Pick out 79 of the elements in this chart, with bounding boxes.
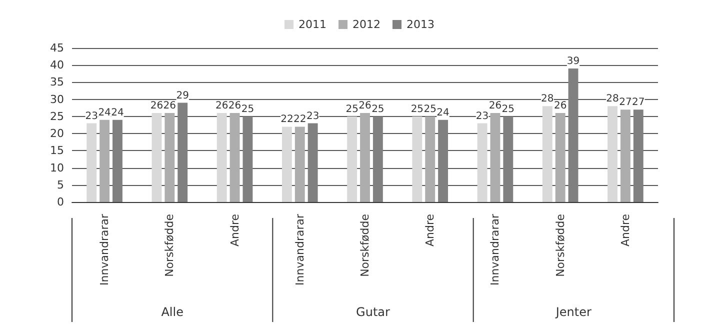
bar [360, 113, 370, 202]
bar [568, 68, 578, 202]
x-tick-label: Innvandrarar [488, 214, 502, 286]
x-tick-label: Innvandrarar [293, 214, 306, 286]
data-label: 27 [619, 97, 632, 108]
bar [608, 106, 618, 202]
bar [412, 116, 422, 202]
y-tick-label: 30 [50, 92, 64, 106]
data-label: 23 [85, 110, 98, 122]
data-label: 23 [476, 110, 489, 122]
data-label: 26 [554, 100, 567, 112]
y-tick-label: 45 [50, 42, 64, 54]
bar [178, 102, 188, 202]
bar [152, 113, 162, 202]
bar [477, 123, 488, 202]
y-tick-label: 0 [57, 196, 64, 208]
data-label: 24 [111, 107, 124, 118]
bar [282, 126, 292, 202]
data-label: 26 [228, 100, 242, 112]
x-tick-label: Andre [424, 214, 437, 247]
data-label: 25 [424, 104, 436, 115]
x-tick-label: Andre [618, 214, 632, 247]
bar [503, 116, 514, 202]
y-tick-label: 15 [50, 144, 64, 158]
data-label: 25 [346, 104, 358, 115]
data-label: 29 [176, 90, 189, 102]
bar [372, 116, 383, 202]
data-label: 23 [306, 110, 320, 122]
data-label: 26 [163, 100, 176, 112]
data-label: 25 [372, 104, 384, 115]
bar [242, 116, 253, 202]
data-label: 25 [410, 104, 424, 115]
text: Alle [161, 305, 184, 319]
bar [555, 113, 566, 202]
x-tick-label: Norskfødde [358, 214, 372, 277]
x-tick-label: Norskfødde [163, 214, 176, 277]
legend-label: 2013 [406, 18, 434, 31]
data-label: 26 [150, 100, 164, 112]
data-label: 39 [566, 56, 580, 68]
data-label: 26 [358, 100, 372, 112]
legend-label: 2011 [298, 18, 327, 31]
bar [347, 116, 358, 202]
bar [112, 120, 122, 202]
bar [308, 123, 318, 202]
data-label: 24 [436, 107, 450, 118]
bar [633, 110, 644, 202]
data-label: 25 [502, 104, 515, 115]
data-label: 24 [98, 107, 111, 118]
data-label: 28 [606, 94, 619, 105]
bar [542, 106, 552, 202]
bar [490, 113, 500, 202]
legend-label: 2012 [352, 18, 381, 31]
y-tick-label: 35 [50, 76, 64, 89]
y-tick-label: 10 [50, 161, 64, 174]
bar [100, 120, 110, 202]
data-label: 26 [488, 100, 502, 112]
bar [230, 113, 240, 202]
data-label: 22 [294, 114, 306, 126]
text: Jenter [554, 305, 592, 319]
data-label: 22 [280, 114, 294, 126]
data-label: 26 [215, 100, 228, 112]
data-label: 28 [541, 94, 554, 105]
x-tick-label: Innvandrarar [98, 214, 112, 286]
bar [86, 123, 97, 202]
y-tick-label: 5 [57, 178, 64, 192]
data-label: 25 [241, 104, 254, 115]
bar [438, 120, 448, 202]
x-tick-label: Norskfødde [554, 214, 567, 277]
bar [425, 116, 436, 202]
y-tick-label: 40 [50, 58, 64, 72]
text: Gutar [356, 305, 390, 319]
bar [216, 113, 227, 202]
bar [294, 126, 305, 202]
bar [164, 113, 175, 202]
y-tick-label: 20 [50, 127, 64, 140]
y-tick-label: 25 [50, 110, 64, 123]
bar [620, 110, 630, 202]
x-tick-label: Andre [228, 214, 242, 247]
data-label: 27 [632, 97, 645, 108]
